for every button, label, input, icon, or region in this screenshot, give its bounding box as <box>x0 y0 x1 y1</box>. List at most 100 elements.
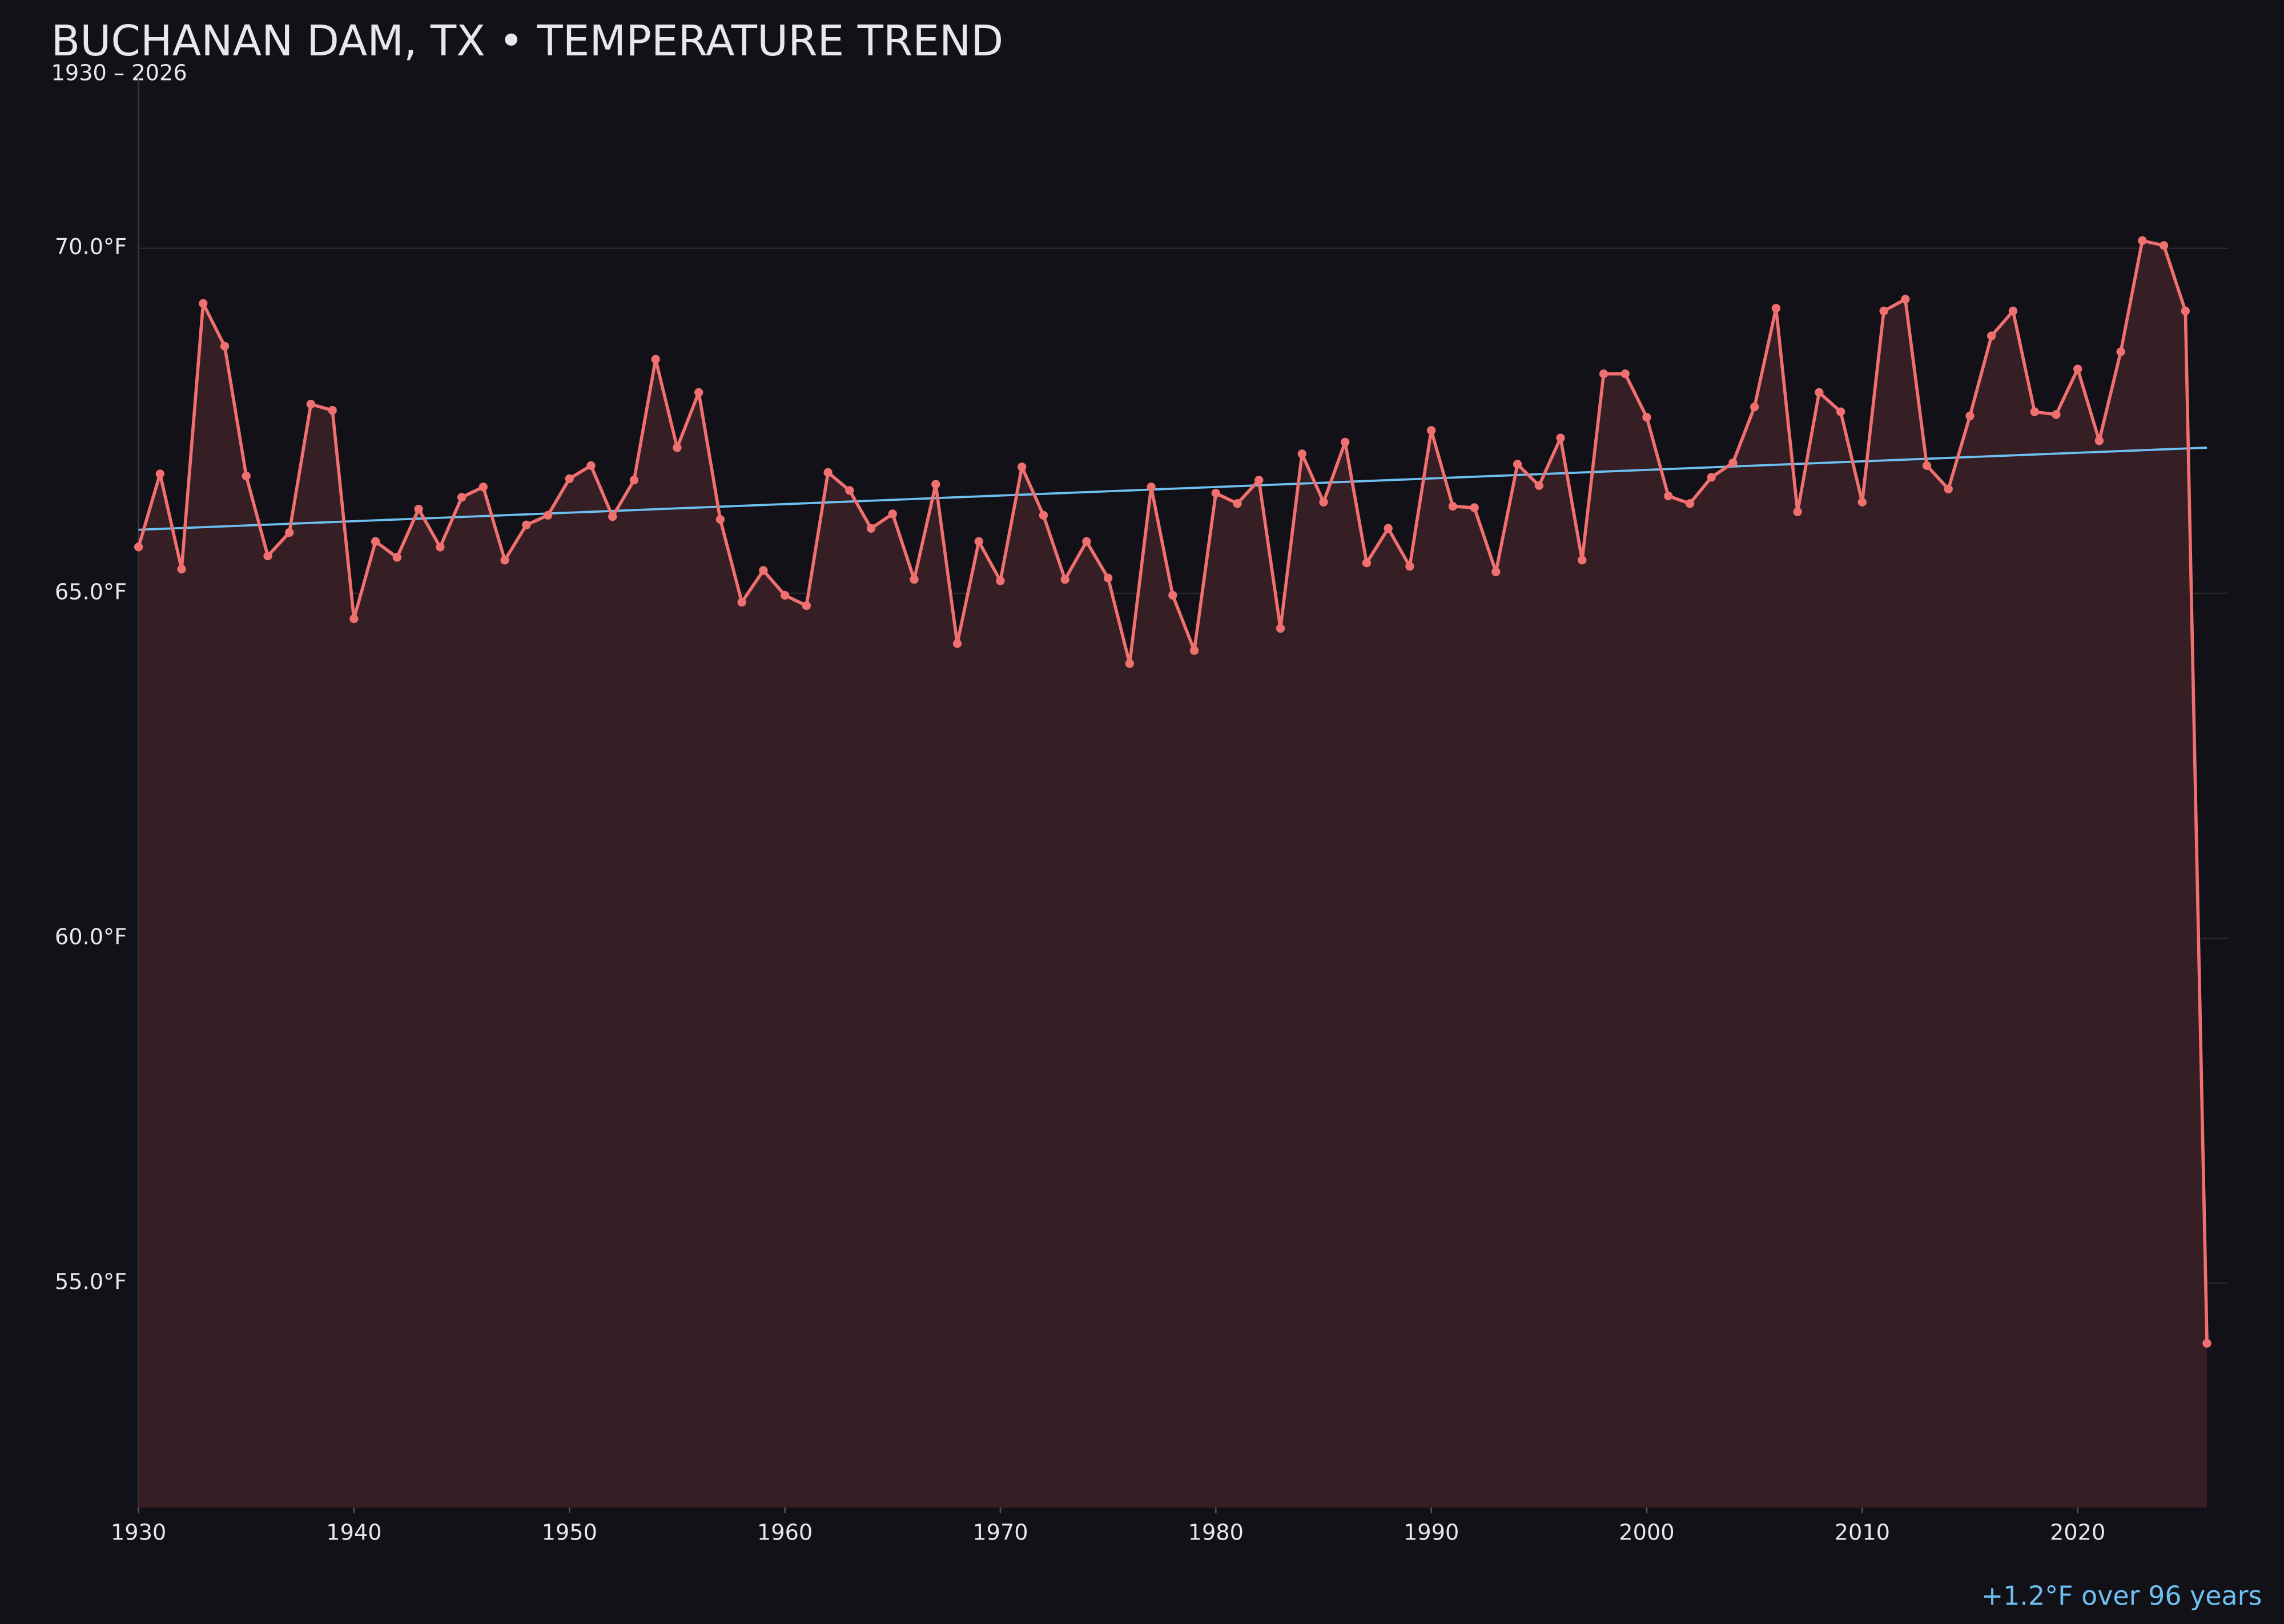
chart-subtitle: 1930 – 2026 <box>51 61 187 86</box>
data-point <box>1965 411 1975 420</box>
data-point <box>651 355 660 364</box>
x-tick-label: 2000 <box>1619 1520 1674 1545</box>
data-point <box>306 400 316 409</box>
data-point <box>2094 436 2104 445</box>
data-point <box>1922 461 1932 471</box>
data-point <box>759 566 768 575</box>
data-point <box>2030 407 2039 416</box>
x-tick-label: 1970 <box>972 1520 1028 1545</box>
data-point <box>974 537 983 546</box>
data-point <box>737 597 746 607</box>
x-tick-label: 1950 <box>542 1520 597 1545</box>
data-point <box>1901 295 1910 304</box>
data-point <box>1384 524 1393 533</box>
data-point <box>802 601 811 610</box>
trend-annotation: +1.2°F over 96 years <box>1981 1581 2262 1611</box>
data-point <box>1147 483 1156 492</box>
x-tick-label: 1930 <box>111 1520 166 1545</box>
data-point <box>2181 307 2190 316</box>
data-point <box>1664 491 1673 501</box>
data-point <box>285 528 294 537</box>
data-point <box>608 512 617 521</box>
data-point <box>1211 489 1220 498</box>
data-point <box>1319 497 1328 507</box>
data-point <box>1426 426 1436 435</box>
data-point <box>931 480 940 489</box>
data-point <box>715 514 725 524</box>
data-point <box>177 564 186 574</box>
x-tick-label: 1940 <box>326 1520 381 1545</box>
x-tick-label: 1960 <box>757 1520 813 1545</box>
data-point <box>2159 241 2169 250</box>
data-point <box>1707 473 1716 482</box>
data-point <box>242 471 251 481</box>
data-point <box>565 474 574 483</box>
data-point <box>436 542 445 552</box>
area <box>138 240 2207 1508</box>
data-point <box>522 520 531 529</box>
data-point <box>2116 347 2125 356</box>
data-point <box>457 493 467 502</box>
y-tick-label: 55.0°F <box>55 1269 127 1295</box>
data-point <box>1771 304 1781 313</box>
data-point <box>1168 590 1177 600</box>
data-point <box>586 461 596 471</box>
data-point <box>155 469 164 479</box>
data-point <box>1448 501 1458 511</box>
data-point <box>2138 236 2147 246</box>
data-point <box>1793 507 1802 516</box>
data-point <box>371 537 380 546</box>
data-point <box>543 510 553 520</box>
data-point <box>1254 476 1264 485</box>
data-point <box>1362 558 1372 568</box>
data-point <box>1685 499 1695 508</box>
data-point <box>2073 364 2082 373</box>
data-point <box>996 576 1005 585</box>
data-point <box>694 388 703 397</box>
data-point <box>328 406 337 415</box>
data-point <box>866 524 876 533</box>
data-point <box>952 639 962 648</box>
data-point <box>392 553 402 562</box>
data-point <box>2008 307 2018 316</box>
data-point <box>1728 458 1738 468</box>
data-point <box>1233 499 1242 508</box>
data-point <box>2202 1338 2211 1348</box>
data-point <box>1405 562 1414 571</box>
data-point <box>1491 567 1501 577</box>
chart-title: BUCHANAN DAM, TX • TEMPERATURE TREND <box>51 17 1004 66</box>
data-point <box>478 483 488 492</box>
trend-line <box>138 447 2207 531</box>
data-point <box>263 551 272 561</box>
x-tick-label: 1980 <box>1188 1520 1244 1545</box>
data-point <box>134 542 143 552</box>
data-point <box>1060 575 1069 584</box>
data-point <box>1642 413 1651 422</box>
data-point <box>845 486 854 495</box>
data-point <box>1276 624 1285 633</box>
data-point <box>500 556 509 565</box>
x-tick-label: 2010 <box>1835 1520 1890 1545</box>
data-point <box>1879 307 1888 316</box>
data-point <box>1836 407 1845 416</box>
data-point <box>1750 402 1759 412</box>
data-point <box>349 614 359 624</box>
data-point <box>1987 331 1996 340</box>
data-point <box>1534 481 1543 491</box>
x-tick-label: 1990 <box>1404 1520 1459 1545</box>
data-point <box>888 509 897 518</box>
data-point <box>780 590 790 600</box>
data-point <box>1125 659 1135 668</box>
data-point <box>1556 433 1565 443</box>
data-point <box>199 299 208 308</box>
data-point <box>1944 484 1953 494</box>
data-point <box>1513 460 1522 469</box>
y-tick-label: 60.0°F <box>55 924 127 950</box>
data-point <box>1018 463 1027 472</box>
data-point <box>1297 449 1306 459</box>
x-tick-label: 2020 <box>2050 1520 2105 1545</box>
data-point <box>414 504 423 514</box>
data-point <box>1815 388 1824 397</box>
